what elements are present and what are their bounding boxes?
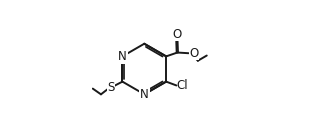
Text: O: O [172,28,181,41]
Text: N: N [118,50,127,63]
Text: S: S [107,81,115,94]
Text: O: O [189,47,198,60]
Text: Cl: Cl [177,79,188,92]
Text: N: N [140,88,149,101]
